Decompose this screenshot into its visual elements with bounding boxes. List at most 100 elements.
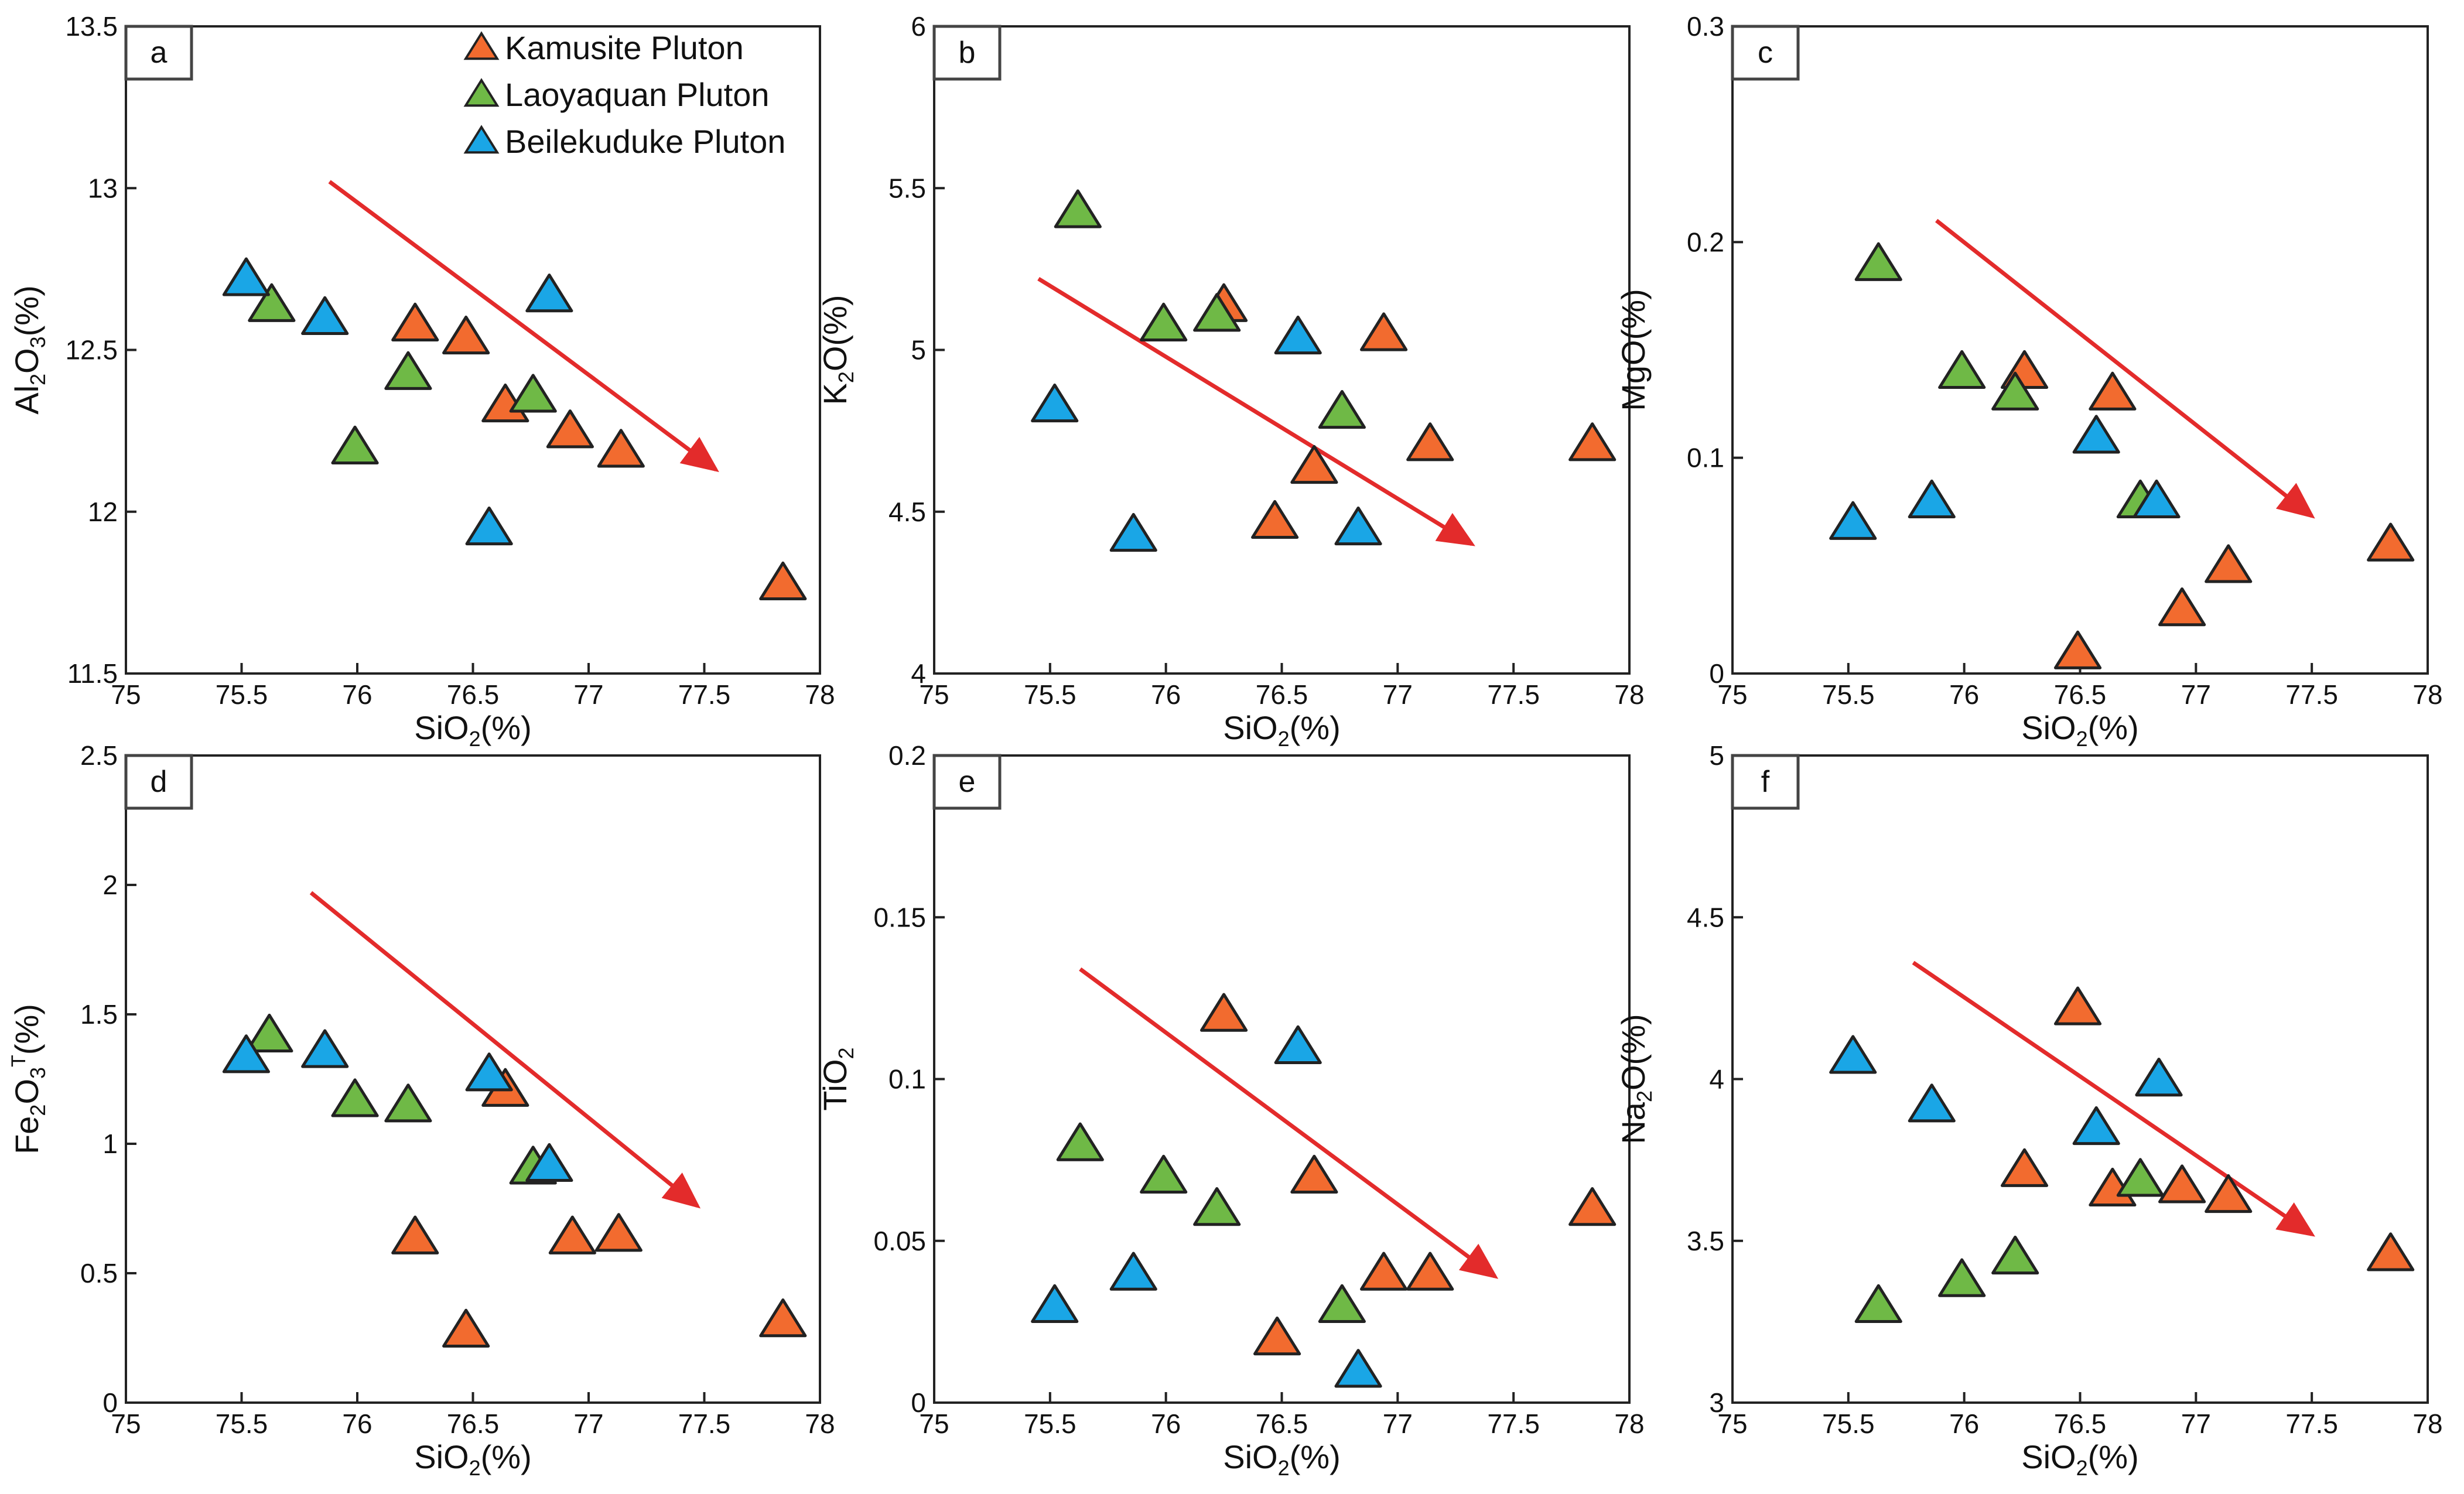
data-point-beilekuduke	[465, 506, 513, 546]
data-point-kamusite	[1406, 1252, 1454, 1291]
x-tick-label: 78	[805, 679, 835, 710]
y-tick-label: 5	[1709, 740, 1724, 771]
data-point-laoyaquan	[384, 351, 432, 390]
x-tick-label: 78	[1614, 1408, 1644, 1439]
x-tick-label: 77	[2181, 679, 2211, 710]
data-point-kamusite	[391, 302, 439, 341]
data-point-kamusite	[1406, 422, 1454, 461]
data-point-laoyaquan	[1193, 293, 1241, 332]
x-tick-label: 77	[573, 679, 603, 710]
panel-letter: e	[959, 765, 976, 799]
y-tick-label: 0.05	[873, 1226, 926, 1256]
plot-frame	[1731, 25, 2429, 675]
data-point-laoyaquan	[1938, 1258, 1986, 1297]
panel-label-box	[932, 25, 1002, 81]
x-tick-label: 77.5	[2285, 679, 2338, 710]
y-tick-label: 2	[102, 870, 118, 900]
trend-arrow	[1037, 276, 1475, 546]
panel-label-box	[1731, 754, 1800, 810]
data-point-laoyaquan	[2116, 1158, 2164, 1197]
y-tick-label: 3	[1709, 1387, 1724, 1418]
data-point-kamusite	[2053, 986, 2102, 1025]
data-point-kamusite	[1200, 993, 1248, 1032]
x-tick-label: 77	[1383, 679, 1413, 710]
data-point-beilekuduke	[1829, 501, 1877, 540]
data-point-beilekuduke	[1031, 1284, 1079, 1323]
y-tick-label: 2.5	[80, 740, 118, 771]
data-point-beilekuduke	[1829, 1035, 1877, 1074]
legend-item-kamusite: Kamusite Pluton	[463, 29, 744, 66]
data-point-beilekuduke	[301, 296, 349, 335]
data-point-kamusite	[2158, 1164, 2206, 1204]
panel-letter: c	[1758, 36, 1773, 70]
y-axis-title: Na2O(%)	[1615, 1014, 1656, 1144]
panel-label-box	[932, 754, 1002, 810]
data-point-kamusite	[2053, 630, 2102, 669]
y-tick-label: 0.2	[888, 740, 926, 771]
legend-marker	[463, 78, 500, 107]
panel-c: 75 75.5 76 76.5 77 77.5 78 0 0.1 0.2 0.3 SiO2(%) MgO…	[1615, 11, 2443, 751]
y-tick-label: 12	[88, 497, 118, 527]
y-tick-label: 6	[911, 11, 926, 42]
panel-letter: b	[959, 36, 976, 70]
data-point-beilekuduke	[465, 1052, 513, 1092]
data-point-laoyaquan	[1854, 242, 1902, 281]
panel-f: 75 75.5 76 76.5 77 77.5 78 3 3.5 4 4.5 5 SiO2(%) Na2O…	[1615, 740, 2443, 1480]
x-tick-label: 76.5	[447, 1408, 500, 1439]
data-point-laoyaquan	[1318, 389, 1366, 429]
panel-a: 75 75.5 76 76.5 77 77.5 78 11.5 12 12.5 13 13.5 SiO2…	[8, 11, 835, 751]
data-point-kamusite	[1290, 1154, 1338, 1194]
panel-d: 75 75.5 76 76.5 77 77.5 78 0 0.5 1 1.5 2 2.5 SiO2(%) F…	[8, 740, 835, 1480]
data-point-laoyaquan	[1054, 189, 1102, 228]
panel-b: 75 75.5 76 76.5 77 77.5 78 4 4.5 5 5.5 6 SiO2(%) K2O(…	[816, 11, 1645, 751]
y-tick-label: 4.5	[888, 497, 926, 527]
data-point-beilekuduke	[1334, 506, 1382, 546]
data-point-beilekuduke	[1031, 383, 1079, 423]
data-point-beilekuduke	[2072, 1106, 2120, 1146]
data-point-laoyaquan	[1140, 302, 1188, 341]
y-tick-label: 13	[88, 173, 118, 203]
x-tick-label: 76	[342, 1408, 372, 1439]
data-point-beilekuduke	[525, 1143, 573, 1182]
data-point-beilekuduke	[1334, 1349, 1382, 1388]
legend-label: Beilekuduke Pluton	[505, 123, 785, 160]
data-point-kamusite	[1253, 1317, 1301, 1356]
data-point-beilekuduke	[2135, 1058, 2183, 1097]
legend-marker	[463, 125, 500, 154]
data-point-kamusite	[2205, 544, 2253, 583]
y-axis-title: MgO(%)	[1615, 289, 1652, 411]
data-point-laoyaquan	[1193, 1187, 1241, 1226]
x-tick-label: 76	[1949, 679, 1979, 710]
data-point-kamusite	[2367, 522, 2415, 562]
legend-marker	[463, 31, 500, 60]
x-tick-label: 76.5	[447, 679, 500, 710]
trend-arrow	[309, 891, 701, 1209]
x-axis-title: SiO2(%)	[1223, 1438, 1340, 1480]
x-tick-label: 76	[1151, 1408, 1181, 1439]
x-tick-label: 78	[2412, 679, 2442, 710]
y-tick-label: 0.1	[1687, 443, 1724, 473]
data-point-beilekuduke	[301, 1029, 349, 1068]
y-tick-label: 1	[102, 1129, 118, 1159]
x-tick-label: 75.5	[216, 679, 268, 710]
data-point-kamusite	[442, 1308, 490, 1348]
y-tick-label: 4.5	[1687, 902, 1724, 932]
data-point-kamusite	[391, 1215, 439, 1254]
x-tick-label: 75.5	[216, 1408, 268, 1439]
data-point-kamusite	[2205, 1174, 2253, 1213]
y-tick-label: 5	[911, 335, 926, 365]
legend-label: Kamusite Pluton	[505, 29, 744, 66]
trend-arrow	[1935, 218, 2315, 519]
data-point-laoyaquan	[1318, 1284, 1366, 1323]
trend-arrow	[1912, 960, 2315, 1237]
y-tick-label: 3.5	[1687, 1226, 1724, 1256]
y-tick-label: 4	[911, 658, 926, 689]
y-tick-label: 0	[102, 1387, 118, 1418]
x-tick-label: 75.5	[1822, 679, 1875, 710]
x-tick-label: 75.5	[1024, 1408, 1076, 1439]
data-point-kamusite	[597, 429, 645, 468]
x-tick-label: 78	[805, 1408, 835, 1439]
x-axis-title: SiO2(%)	[2021, 709, 2138, 751]
data-point-kamusite	[2367, 1232, 2415, 1271]
data-point-kamusite	[2089, 371, 2137, 411]
